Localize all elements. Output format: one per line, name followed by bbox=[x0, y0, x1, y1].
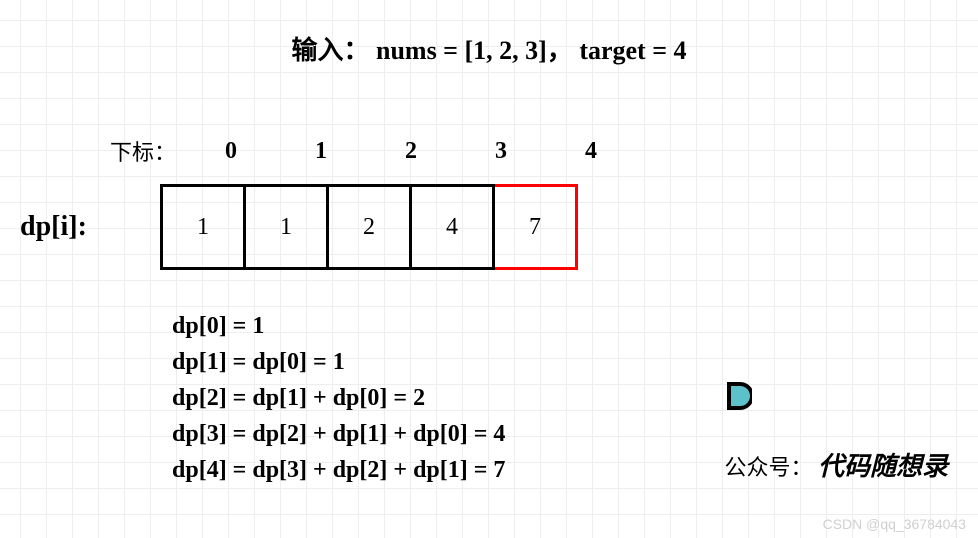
index-1: 1 bbox=[278, 138, 364, 165]
brand-d-icon bbox=[726, 382, 752, 416]
eq-line-0: dp[0] = 1 bbox=[172, 308, 505, 344]
input-label: 输入： bbox=[291, 36, 369, 65]
watermark: CSDN @qq_36784043 bbox=[823, 516, 966, 532]
index-3: 3 bbox=[458, 138, 544, 165]
diagram-content: 输入： nums = [1, 2, 3]， target = 4 下标： 0 1… bbox=[0, 0, 978, 538]
input-expression: nums = [1, 2, 3]， target = 4 bbox=[376, 36, 687, 65]
dp-cell-2: 2 bbox=[329, 184, 412, 270]
dp-cell-3: 4 bbox=[412, 184, 495, 270]
index-2: 2 bbox=[368, 138, 454, 165]
dp-cell-0: 1 bbox=[163, 184, 246, 270]
eq-line-3: dp[3] = dp[2] + dp[1] + dp[0] = 4 bbox=[172, 416, 505, 452]
credit: 公众号： 代码随想录 bbox=[724, 382, 948, 483]
dp-label: dp[i]: bbox=[20, 211, 160, 243]
dp-row: dp[i]:11247 bbox=[20, 184, 578, 270]
index-label: 下标： bbox=[110, 135, 176, 167]
dp-cells: 11247 bbox=[160, 184, 578, 270]
dp-cell-4: 7 bbox=[495, 184, 578, 270]
eq-line-2: dp[2] = dp[1] + dp[0] = 2 bbox=[172, 380, 505, 416]
input-line: 输入： nums = [1, 2, 3]， target = 4 bbox=[0, 30, 978, 67]
index-cells: 0 1 2 3 4 bbox=[188, 138, 634, 165]
eq-line-1: dp[1] = dp[0] = 1 bbox=[172, 344, 505, 380]
eq-line-4: dp[4] = dp[3] + dp[2] + dp[1] = 7 bbox=[172, 452, 505, 488]
index-4: 4 bbox=[548, 138, 634, 165]
credit-brand: 代码随想录 bbox=[818, 452, 948, 481]
dp-cell-1: 1 bbox=[246, 184, 329, 270]
index-0: 0 bbox=[188, 138, 274, 165]
equations: dp[0] = 1 dp[1] = dp[0] = 1 dp[2] = dp[1… bbox=[172, 308, 505, 488]
index-row: 下标： 0 1 2 3 4 bbox=[110, 135, 634, 167]
credit-label: 公众号： bbox=[724, 455, 812, 480]
